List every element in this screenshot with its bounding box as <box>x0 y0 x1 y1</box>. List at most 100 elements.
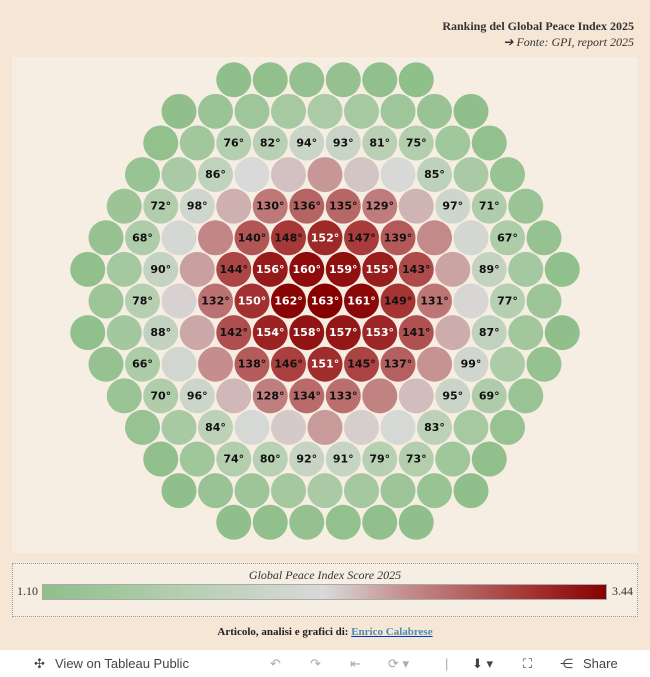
bubble-rank-28[interactable] <box>88 220 124 256</box>
bubble-circle[interactable] <box>70 315 106 351</box>
bubble-circle[interactable] <box>398 251 434 287</box>
bubble-rank-111[interactable] <box>344 157 379 193</box>
bubble-rank-108[interactable] <box>161 283 197 319</box>
bubble-circle[interactable] <box>417 93 452 129</box>
bubble-rank-52[interactable] <box>106 315 142 351</box>
bubble-rank-26[interactable] <box>88 346 124 382</box>
bubble-circle[interactable] <box>179 188 215 224</box>
bubble-rank-25[interactable] <box>526 346 562 382</box>
bubble-rank-109[interactable] <box>344 409 379 445</box>
bubble-circle[interactable] <box>289 315 325 351</box>
bubble-circle[interactable] <box>271 283 306 319</box>
bubble-circle[interactable] <box>125 157 160 193</box>
bubble-circle[interactable] <box>88 220 124 256</box>
bubble-circle[interactable] <box>471 441 507 477</box>
bubble-circle[interactable] <box>289 62 325 98</box>
bubble-circle[interactable] <box>417 157 452 193</box>
bubble-circle[interactable] <box>271 409 306 445</box>
bubble-circle[interactable] <box>289 251 325 287</box>
bubble-rank-136[interactable]: 136° <box>289 188 325 224</box>
bubble-rank-14[interactable] <box>252 504 288 540</box>
bubble-circle[interactable] <box>398 504 434 540</box>
bubble-rank-46[interactable] <box>234 93 270 129</box>
bubble-rank-53[interactable] <box>508 251 544 287</box>
bubble-rank-76[interactable]: 76° <box>216 125 252 161</box>
bubble-circle[interactable] <box>125 346 160 382</box>
bubble-rank-29[interactable] <box>490 409 525 445</box>
bubble-circle[interactable] <box>216 441 252 477</box>
bubble-rank-103[interactable] <box>380 409 416 445</box>
bubble-rank-40[interactable] <box>106 188 142 224</box>
bubble-rank-143[interactable]: 143° <box>398 251 434 287</box>
bubble-circle[interactable] <box>216 504 252 540</box>
bubble-circle[interactable] <box>198 220 233 256</box>
bubble-rank-101[interactable] <box>453 220 489 256</box>
bubble-circle[interactable] <box>380 473 416 509</box>
bubble-circle[interactable] <box>344 409 379 445</box>
bubble-rank-113[interactable] <box>398 378 434 414</box>
bubble-rank-155[interactable]: 155° <box>362 251 398 287</box>
bubble-circle[interactable] <box>106 188 142 224</box>
bubble-rank-134[interactable]: 134° <box>289 378 325 414</box>
bubble-rank-129[interactable]: 129° <box>362 188 398 224</box>
bubble-circle[interactable] <box>380 220 416 256</box>
download-icon[interactable]: ⬇ ▾ <box>472 656 494 671</box>
bubble-circle[interactable] <box>362 188 398 224</box>
bubble-rank-64[interactable] <box>307 93 343 129</box>
bubble-rank-75[interactable]: 75° <box>398 125 434 161</box>
bubble-circle[interactable] <box>417 473 452 509</box>
bubble-rank-98[interactable]: 98° <box>179 188 215 224</box>
bubble-circle[interactable] <box>362 504 398 540</box>
bubble-rank-54[interactable] <box>106 251 142 287</box>
bubble-rank-9[interactable] <box>544 315 580 351</box>
bubble-rank-162[interactable]: 162° <box>271 283 306 319</box>
bubble-circle[interactable] <box>453 283 489 319</box>
bubble-rank-159[interactable]: 159° <box>325 251 361 287</box>
bubble-rank-16[interactable] <box>252 62 288 98</box>
bubble-circle[interactable] <box>125 220 160 256</box>
bubble-rank-125[interactable] <box>417 220 452 256</box>
bubble-circle[interactable] <box>344 283 379 319</box>
bubble-circle[interactable] <box>325 188 361 224</box>
bubble-circle[interactable] <box>435 188 471 224</box>
bubble-rank-74[interactable]: 74° <box>216 441 252 477</box>
bubble-rank-128[interactable]: 128° <box>252 378 288 414</box>
bubble-circle[interactable] <box>161 346 197 382</box>
bubble-rank-107[interactable] <box>453 283 489 319</box>
bubble-circle[interactable] <box>252 188 288 224</box>
bubble-circle[interactable] <box>526 283 562 319</box>
bubble-circle[interactable] <box>289 125 325 161</box>
bubble-rank-151[interactable]: 151° <box>307 346 343 382</box>
bubble-circle[interactable] <box>289 441 325 477</box>
bubble-circle[interactable] <box>380 346 416 382</box>
bubble-circle[interactable] <box>435 378 471 414</box>
bubble-circle[interactable] <box>344 220 379 256</box>
bubble-rank-105[interactable] <box>380 157 416 193</box>
bubble-rank-144[interactable]: 144° <box>216 251 252 287</box>
bubble-circle[interactable] <box>161 93 197 129</box>
bubble-circle[interactable] <box>198 157 233 193</box>
bubble-circle[interactable] <box>106 251 142 287</box>
bubble-rank-34[interactable] <box>198 473 233 509</box>
bubble-circle[interactable] <box>252 251 288 287</box>
bubble-circle[interactable] <box>125 409 160 445</box>
bubble-rank-138[interactable]: 138° <box>234 346 270 382</box>
bubble-rank-149[interactable]: 149° <box>380 283 416 319</box>
bubble-rank-62[interactable] <box>161 157 197 193</box>
bubble-rank-88[interactable]: 88° <box>143 315 179 351</box>
bubble-rank-55[interactable] <box>344 473 379 509</box>
bubble-rank-137[interactable]: 137° <box>380 346 416 382</box>
bubble-rank-7[interactable] <box>453 93 489 129</box>
bubble-rank-80[interactable]: 80° <box>252 441 288 477</box>
bubble-rank-132[interactable]: 132° <box>198 283 233 319</box>
bubble-rank-44[interactable] <box>234 473 270 509</box>
bubble-rank-115[interactable] <box>398 188 434 224</box>
bubble-circle[interactable] <box>362 315 398 351</box>
bubble-circle[interactable] <box>526 346 562 382</box>
bubble-rank-66[interactable]: 66° <box>125 346 160 382</box>
bubble-circle[interactable] <box>307 346 343 382</box>
bubble-rank-110[interactable] <box>271 409 306 445</box>
bubble-circle[interactable] <box>490 157 525 193</box>
bubble-circle[interactable] <box>398 441 434 477</box>
bubble-rank-114[interactable] <box>216 378 252 414</box>
